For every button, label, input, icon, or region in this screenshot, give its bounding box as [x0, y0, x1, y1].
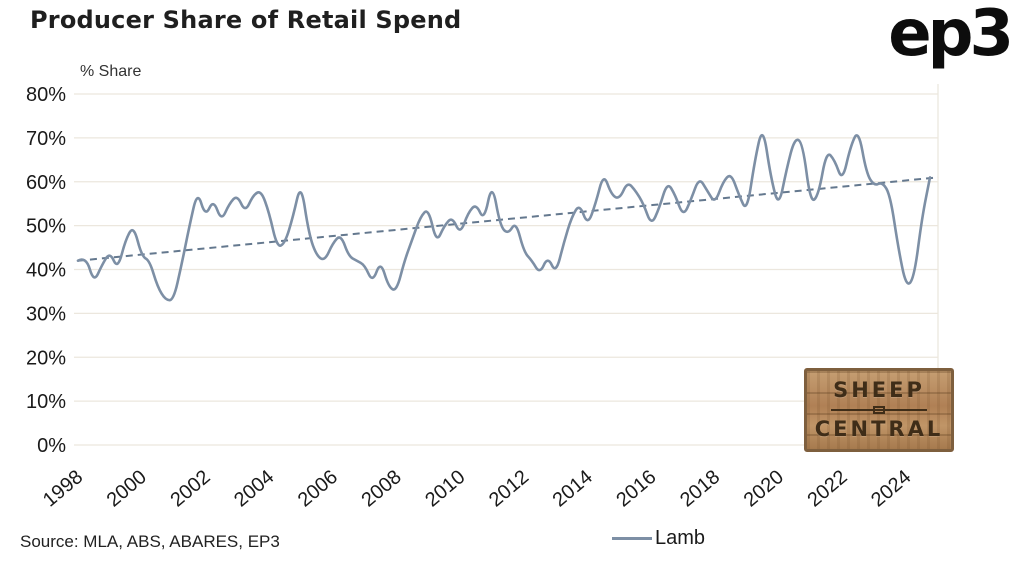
- x-tick-label: 2012: [485, 466, 533, 511]
- sheep-central-watermark: SHEEP CENTRAL: [804, 368, 954, 452]
- x-tick-label: 2006: [294, 466, 342, 511]
- y-tick-label: 80%: [26, 84, 66, 106]
- x-tick-label: 2002: [166, 466, 214, 511]
- x-tick-label: 2008: [358, 466, 406, 511]
- x-tick-label: 2018: [676, 466, 724, 511]
- y-tick-label: 20%: [26, 347, 66, 369]
- x-tick-label: 2020: [740, 466, 788, 511]
- source-note: Source: MLA, ABS, ABARES, EP3: [20, 532, 280, 551]
- x-tick-label: 2004: [230, 466, 278, 511]
- watermark-line1: SHEEP: [833, 378, 925, 402]
- x-tick-label: 2022: [803, 466, 851, 511]
- series-line-lamb: [76, 133, 932, 302]
- trend-line: [77, 176, 939, 262]
- x-tick-label: 2014: [549, 466, 597, 511]
- watermark-divider-icon: [831, 405, 927, 415]
- chart-title: Producer Share of Retail Spend: [30, 6, 462, 34]
- y-tick-label: 50%: [26, 216, 66, 238]
- y-tick-label: 70%: [26, 128, 66, 150]
- y-tick-label: 0%: [37, 435, 66, 457]
- y-tick-label: 30%: [26, 303, 66, 325]
- y-tick-label: 40%: [26, 260, 66, 282]
- watermark-line2: CENTRAL: [814, 417, 944, 441]
- x-tick-label: 2000: [103, 466, 151, 511]
- y-axis-label: % Share: [80, 63, 141, 80]
- x-tick-label: 2010: [421, 466, 469, 511]
- ep3-logo: ep3: [888, 0, 1014, 71]
- chart-legend: Lamb: [612, 527, 705, 550]
- x-tick-label: 1998: [39, 466, 87, 511]
- x-tick-label: 2024: [867, 466, 915, 511]
- x-tick-label: 2016: [612, 466, 660, 511]
- y-tick-label: 60%: [26, 172, 66, 194]
- legend-line-icon: [612, 537, 652, 540]
- y-tick-label: 10%: [26, 391, 66, 413]
- legend-label: Lamb: [655, 527, 706, 549]
